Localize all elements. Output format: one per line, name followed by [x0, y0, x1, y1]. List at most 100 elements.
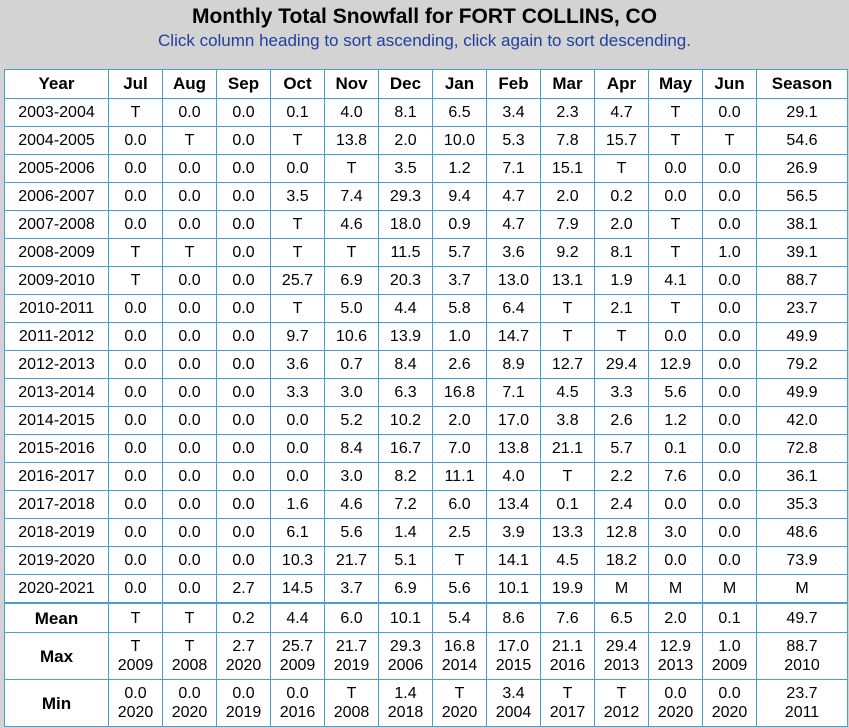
summary-value: 25.7: [281, 638, 314, 655]
snowfall-cell: 8.9: [487, 351, 541, 379]
summary-row-mean: Mean T T 0.2 4.4 6.0 10.1 5.4 8.6 7.6 6.5 2.0 0.1 49.…: [5, 604, 847, 633]
season-year-cell: 2007-2008: [5, 211, 109, 239]
snowfall-cell: 0.0: [271, 463, 325, 491]
summary-cell: 3.4 2004: [487, 680, 541, 726]
column-header-may[interactable]: May: [649, 70, 703, 99]
table-row: 2004-2005 0.0 T 0.0 T 13.8 2.0 10.0 5.3 7.8 15.7 T T…: [5, 127, 847, 155]
snowfall-cell: 17.0: [487, 407, 541, 435]
column-header-mar[interactable]: Mar: [541, 70, 595, 99]
season-year-cell: 2016-2017: [5, 463, 109, 491]
summary-cell: 0.0 2020: [163, 680, 217, 726]
snowfall-cell: 16.8: [433, 379, 487, 407]
snowfall-cell: 7.4: [325, 183, 379, 211]
snowfall-cell: 36.1: [757, 463, 847, 491]
snowfall-cell: 6.5: [433, 99, 487, 127]
snowfall-cell: M: [703, 575, 757, 604]
column-header-jun[interactable]: Jun: [703, 70, 757, 99]
summary-cell: 1.4 2018: [379, 680, 433, 726]
snowfall-cell: 0.0: [163, 547, 217, 575]
column-header-apr[interactable]: Apr: [595, 70, 649, 99]
summary-year: 2015: [495, 657, 532, 674]
summary-cell: T: [109, 604, 163, 633]
snowfall-cell: 13.4: [487, 491, 541, 519]
table-row: 2009-2010 T 0.0 0.0 25.7 6.9 20.3 3.7 13.0 13.1 1.…: [5, 267, 847, 295]
snowfall-cell: 0.0: [217, 267, 271, 295]
snowfall-cell: 2.3: [541, 99, 595, 127]
summary-cell: 10.1: [379, 604, 433, 633]
snowfall-cell: 8.4: [379, 351, 433, 379]
summary-row-min: Min 0.0 2020 0.0 2020 0.0 2019 0.0 2016 T 2008 1.4 2…: [5, 680, 847, 726]
summary-cell: 21.7 2019: [325, 633, 379, 680]
snowfall-cell: 72.8: [757, 435, 847, 463]
snowfall-cell: 0.0: [163, 463, 217, 491]
summary-value: 0.0: [664, 685, 687, 702]
snowfall-cell: 6.3: [379, 379, 433, 407]
summary-value: 12.9: [659, 638, 692, 655]
snowfall-cell: 5.6: [649, 379, 703, 407]
summary-value: 0.0: [178, 685, 201, 702]
summary-value: 10.1: [389, 609, 422, 627]
column-header-feb[interactable]: Feb: [487, 70, 541, 99]
summary-year: 2006: [387, 657, 424, 674]
summary-cell: 2.7 2020: [217, 633, 271, 680]
snowfall-cell: 14.1: [487, 547, 541, 575]
summary-cell: 29.3 2006: [379, 633, 433, 680]
snowfall-cell: 3.3: [271, 379, 325, 407]
summary-cell: 1.0 2009: [703, 633, 757, 680]
snowfall-cell: 3.5: [379, 155, 433, 183]
summary-year: 2020: [171, 704, 208, 721]
column-header-aug[interactable]: Aug: [163, 70, 217, 99]
snowfall-cell: 0.0: [703, 211, 757, 239]
snowfall-cell: 49.9: [757, 379, 847, 407]
snowfall-cell: 0.0: [703, 379, 757, 407]
column-header-year[interactable]: Year: [5, 70, 109, 99]
column-header-oct[interactable]: Oct: [271, 70, 325, 99]
snowfall-cell: 5.7: [433, 239, 487, 267]
summary-value: 1.4: [394, 685, 417, 702]
snowfall-cell: 3.0: [649, 519, 703, 547]
summary-value: 0.0: [718, 685, 741, 702]
summary-year: 2018: [387, 704, 424, 721]
snowfall-cell: 20.3: [379, 267, 433, 295]
summary-value: T: [184, 638, 195, 655]
summary-cell: T 2008: [163, 633, 217, 680]
snowfall-cell: 0.0: [163, 379, 217, 407]
column-header-nov[interactable]: Nov: [325, 70, 379, 99]
snowfall-cell: T: [163, 127, 217, 155]
snowfall-cell: 0.0: [109, 183, 163, 211]
snowfall-cell: 3.7: [433, 267, 487, 295]
snowfall-cell: 0.0: [217, 323, 271, 351]
snowfall-cell: 4.5: [541, 379, 595, 407]
summary-value: T: [184, 609, 195, 627]
page-header: Monthly Total Snowfall for FORT COLLINS,…: [0, 0, 849, 53]
summary-cell: 7.6: [541, 604, 595, 633]
snowfall-cell: 3.0: [325, 379, 379, 407]
snowfall-cell: 5.7: [595, 435, 649, 463]
season-year-cell: 2010-2011: [5, 295, 109, 323]
snowfall-cell: T: [649, 295, 703, 323]
column-header-dec[interactable]: Dec: [379, 70, 433, 99]
table-row: 2005-2006 0.0 0.0 0.0 0.0 T 3.5 1.2 7.1 15.1 T 0.0 0…: [5, 155, 847, 183]
snowfall-cell: 8.4: [325, 435, 379, 463]
snowfall-cell: 0.0: [271, 155, 325, 183]
sort-instructions: Click column heading to sort ascending, …: [158, 31, 691, 50]
snowfall-cell: 0.0: [163, 267, 217, 295]
snowfall-cell: 8.1: [595, 239, 649, 267]
season-year-cell: 2006-2007: [5, 183, 109, 211]
column-header-sep[interactable]: Sep: [217, 70, 271, 99]
snowfall-cell: 23.7: [757, 295, 847, 323]
snowfall-cell: 26.9: [757, 155, 847, 183]
snowfall-cell: 8.1: [379, 99, 433, 127]
column-header-season[interactable]: Season: [757, 70, 847, 99]
summary-year: 2020: [441, 704, 478, 721]
summary-value: 8.6: [502, 609, 525, 627]
snowfall-cell: 5.2: [325, 407, 379, 435]
snowfall-cell: 1.0: [433, 323, 487, 351]
snowfall-cell: 7.6: [649, 463, 703, 491]
snowfall-cell: 13.9: [379, 323, 433, 351]
column-header-jan[interactable]: Jan: [433, 70, 487, 99]
summary-value: 21.7: [335, 638, 368, 655]
summary-year: 2016: [549, 657, 586, 674]
summary-year: 2020: [225, 657, 262, 674]
column-header-jul[interactable]: Jul: [109, 70, 163, 99]
